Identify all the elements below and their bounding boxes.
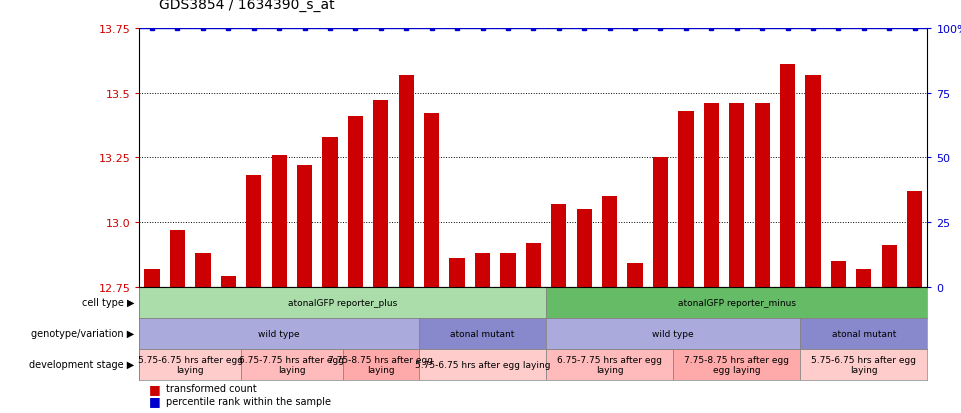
Bar bbox=[780, 65, 795, 287]
Bar bbox=[729, 104, 745, 287]
Bar bbox=[399, 75, 414, 287]
Bar bbox=[907, 192, 923, 287]
Bar bbox=[830, 261, 846, 287]
Text: atonalGFP reporter_plus: atonalGFP reporter_plus bbox=[288, 298, 397, 307]
Text: GDS3854 / 1634390_s_at: GDS3854 / 1634390_s_at bbox=[159, 0, 334, 12]
Bar bbox=[703, 104, 719, 287]
Text: 5.75-6.75 hrs after egg
laying: 5.75-6.75 hrs after egg laying bbox=[137, 355, 243, 374]
Bar bbox=[754, 104, 770, 287]
Bar bbox=[297, 166, 312, 287]
Bar bbox=[195, 254, 210, 287]
Bar bbox=[546, 318, 801, 349]
Bar bbox=[144, 269, 160, 287]
Text: ■: ■ bbox=[149, 382, 160, 395]
Text: 6.75-7.75 hrs after egg
laying: 6.75-7.75 hrs after egg laying bbox=[557, 355, 662, 374]
Bar bbox=[653, 158, 668, 287]
Bar bbox=[526, 243, 541, 287]
Text: 6.75-7.75 hrs after egg
laying: 6.75-7.75 hrs after egg laying bbox=[239, 355, 344, 374]
Bar bbox=[221, 277, 236, 287]
Text: transformed count: transformed count bbox=[166, 383, 257, 393]
Bar bbox=[475, 254, 490, 287]
Text: percentile rank within the sample: percentile rank within the sample bbox=[166, 396, 332, 406]
Bar bbox=[602, 197, 617, 287]
Bar bbox=[801, 349, 927, 380]
Bar bbox=[246, 176, 261, 287]
Text: 7.75-8.75 hrs after egg
egg laying: 7.75-8.75 hrs after egg egg laying bbox=[684, 355, 789, 374]
Bar bbox=[450, 259, 465, 287]
Bar bbox=[170, 230, 185, 287]
Bar bbox=[139, 349, 241, 380]
Bar bbox=[322, 137, 337, 287]
Bar bbox=[419, 318, 546, 349]
Bar bbox=[424, 114, 439, 287]
Bar bbox=[678, 112, 694, 287]
Bar bbox=[139, 287, 546, 318]
Bar bbox=[801, 318, 927, 349]
Bar bbox=[139, 318, 419, 349]
Bar bbox=[805, 75, 821, 287]
Text: atonalGFP reporter_minus: atonalGFP reporter_minus bbox=[678, 298, 796, 307]
Bar bbox=[419, 349, 546, 380]
Text: atonal mutant: atonal mutant bbox=[451, 329, 515, 338]
Bar bbox=[501, 254, 515, 287]
Bar bbox=[577, 209, 592, 287]
Text: 5.75-6.75 hrs after egg laying: 5.75-6.75 hrs after egg laying bbox=[415, 360, 551, 369]
Text: wild type: wild type bbox=[653, 329, 694, 338]
Text: atonal mutant: atonal mutant bbox=[831, 329, 896, 338]
Bar bbox=[673, 349, 801, 380]
Bar bbox=[881, 246, 897, 287]
Bar bbox=[373, 101, 388, 287]
Text: ■: ■ bbox=[149, 394, 160, 407]
Text: cell type ▶: cell type ▶ bbox=[82, 297, 135, 308]
Bar bbox=[856, 269, 872, 287]
Text: development stage ▶: development stage ▶ bbox=[29, 359, 135, 370]
Text: 5.75-6.75 hrs after egg
laying: 5.75-6.75 hrs after egg laying bbox=[811, 355, 917, 374]
Bar bbox=[546, 349, 673, 380]
Bar bbox=[272, 155, 286, 287]
Text: 7.75-8.75 hrs after egg
laying: 7.75-8.75 hrs after egg laying bbox=[329, 355, 433, 374]
Bar bbox=[552, 204, 566, 287]
Bar bbox=[241, 349, 343, 380]
Bar bbox=[628, 264, 643, 287]
Text: wild type: wild type bbox=[259, 329, 300, 338]
Text: genotype/variation ▶: genotype/variation ▶ bbox=[32, 328, 135, 339]
Bar bbox=[348, 116, 363, 287]
Bar bbox=[546, 287, 927, 318]
Bar bbox=[343, 349, 419, 380]
